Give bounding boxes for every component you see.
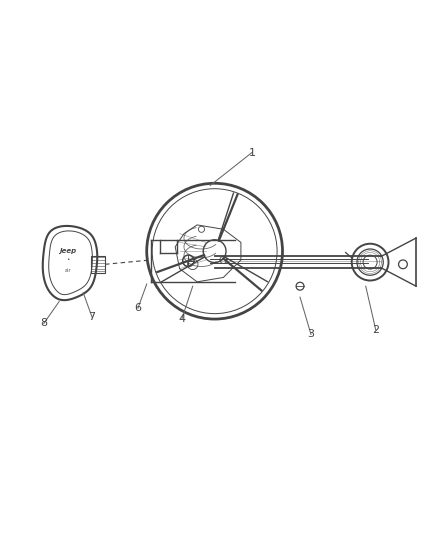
Text: 3: 3 [307,329,314,340]
Text: •: • [66,257,70,262]
Text: 8: 8 [40,318,47,328]
Text: air: air [65,269,71,273]
Text: Jeep: Jeep [59,248,77,254]
Text: 1: 1 [248,148,255,158]
Text: 4: 4 [178,314,185,324]
Text: 2: 2 [372,325,379,335]
Text: 6: 6 [134,303,141,313]
Text: 7: 7 [88,312,95,322]
